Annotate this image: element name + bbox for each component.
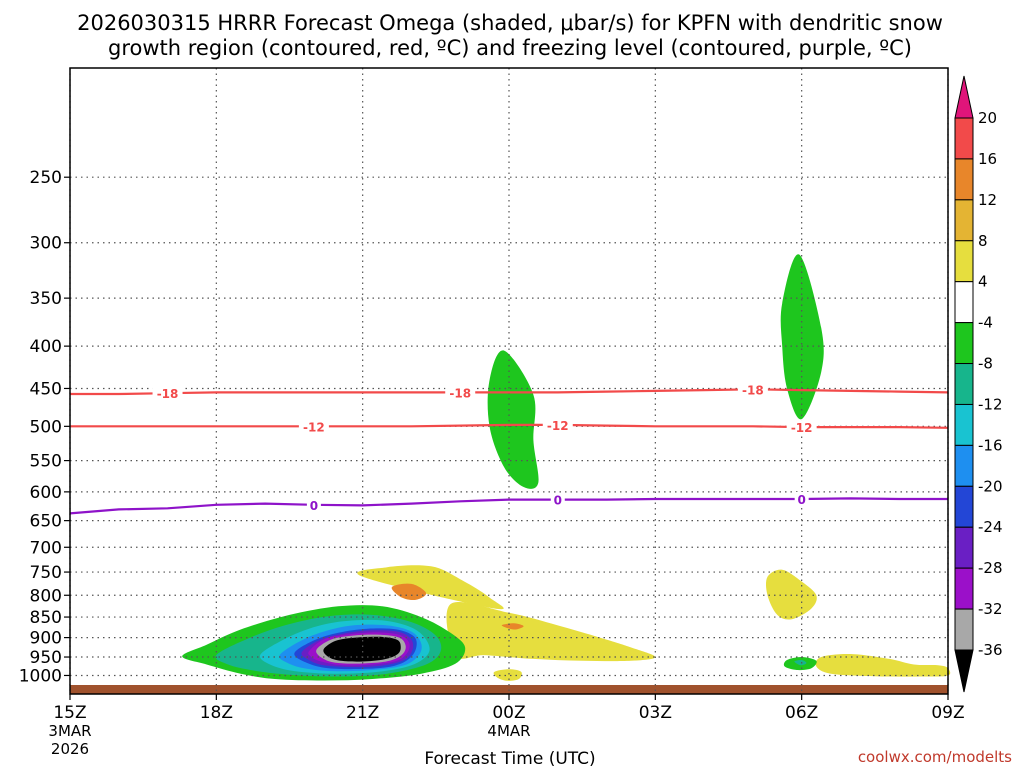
x-tick-date: 4MAR [487, 722, 530, 740]
colorbar-label: -32 [978, 600, 1003, 618]
contour-label-0: 0 [554, 494, 562, 508]
contour-label-bg [152, 386, 183, 401]
x-tick-label-21Z: 21Z [346, 703, 379, 723]
colorbar-label: 12 [978, 191, 997, 209]
omega-region-yellow-2z-tail [446, 601, 656, 662]
contour-label-bg [786, 420, 817, 435]
colorbar-label: -36 [978, 641, 1003, 659]
colorbar-label: -28 [978, 559, 1003, 577]
y-tick-label-300: 300 [30, 234, 62, 254]
contour-line--18 [70, 388, 949, 396]
colorbar-top-arrow [954, 75, 974, 119]
chart-title-line-2: growth region (contoured, red, ºC) and f… [108, 36, 912, 60]
contour-label--18: -18 [157, 387, 179, 401]
colorbar-segment [954, 485, 974, 528]
y-tick-label-650: 650 [30, 512, 62, 532]
contour-label-bg [737, 382, 768, 397]
omega-region-orange-22z [391, 583, 427, 600]
contour-label-bg [306, 497, 321, 512]
colorbar-segment [954, 240, 974, 283]
x-tick-label-03Z: 03Z [639, 703, 672, 723]
omega-region-yellow-07z [815, 653, 951, 677]
x-tick-label-00Z: 00Z [492, 703, 525, 723]
colorbar-segment [954, 567, 974, 610]
contour-label-bg [794, 491, 809, 506]
colorbar-segment [954, 403, 974, 446]
contour-label-0: 0 [310, 499, 318, 513]
x-tick-label-09Z: 09Z [931, 703, 964, 723]
colorbar-label: -24 [978, 518, 1003, 536]
x-axis-label: Forecast Time (UTC) [424, 749, 595, 768]
omega-region-orange-00z [501, 623, 524, 630]
x-tick-year: 2026 [51, 740, 89, 758]
colorbar-label: 8 [978, 232, 988, 250]
y-tick-label-700: 700 [30, 538, 62, 558]
y-tick-label-850: 850 [30, 608, 62, 628]
x-tick-label-18Z: 18Z [200, 703, 233, 723]
contour-label-bg [550, 492, 565, 507]
y-tick-label-800: 800 [30, 586, 62, 606]
contour-label--12: -12 [547, 419, 569, 433]
x-tick-label-06Z: 06Z [785, 703, 818, 723]
y-tick-label-250: 250 [30, 168, 62, 188]
omega-region-yellow-small-00z [493, 669, 522, 681]
colorbar-label: 16 [978, 150, 997, 168]
y-tick-label-1000: 1000 [19, 666, 62, 686]
colorbar-label: 4 [978, 273, 988, 291]
contour-label--18: -18 [742, 383, 764, 397]
contour-label--12: -12 [791, 421, 813, 435]
x-tick-label-15Z: 15Z [53, 703, 86, 723]
y-tick-label-950: 950 [30, 648, 62, 668]
colorbar-label: -12 [978, 395, 1003, 413]
colorbar-segment [954, 444, 974, 487]
y-tick-label-550: 550 [30, 452, 62, 472]
contour-label-0: 0 [797, 493, 805, 507]
colorbar-segment [954, 608, 974, 651]
footer-credit: coolwx.com/modelts [858, 748, 1012, 766]
omega-region-green-upper-0z [487, 350, 539, 489]
colorbar-bottom-arrow [954, 649, 974, 693]
y-tick-label-750: 750 [30, 563, 62, 583]
colorbar-segment [954, 281, 974, 324]
contour-label-bg [298, 419, 329, 434]
colorbar-label: 20 [978, 109, 997, 127]
chart-title-line-1: 2026030315 HRRR Forecast Omega (shaded, … [77, 11, 943, 35]
x-tick-date: 3MAR [48, 722, 91, 740]
colorbar-segment [954, 199, 974, 242]
y-tick-label-400: 400 [30, 337, 62, 357]
y-tick-label-350: 350 [30, 289, 62, 309]
colorbar-segment [954, 117, 974, 160]
colorbar-label: -4 [978, 314, 993, 332]
omega-region-teal-05z-dot [794, 659, 807, 666]
omega-region-black-core [323, 636, 401, 662]
colorbar-label: -20 [978, 477, 1003, 495]
omega-region-yellow-05z [765, 569, 817, 620]
colorbar-segment [954, 363, 974, 405]
colorbar-label: -16 [978, 436, 1003, 454]
y-tick-label-600: 600 [30, 483, 62, 503]
y-tick-label-450: 450 [30, 379, 62, 399]
omega-region-yellow-22z [357, 565, 504, 610]
colorbar-label: -8 [978, 355, 993, 373]
omega-region-green-upper-6z [780, 254, 824, 420]
y-tick-label-900: 900 [30, 629, 62, 649]
contour-label--18: -18 [449, 386, 471, 400]
colorbar-segment [954, 322, 974, 365]
contour-label-bg [542, 417, 573, 432]
contour-label-bg [445, 385, 476, 400]
contour-label--12: -12 [303, 420, 325, 434]
y-tick-label-500: 500 [30, 417, 62, 437]
colorbar-segment [954, 158, 974, 201]
colorbar-segment [954, 526, 974, 569]
